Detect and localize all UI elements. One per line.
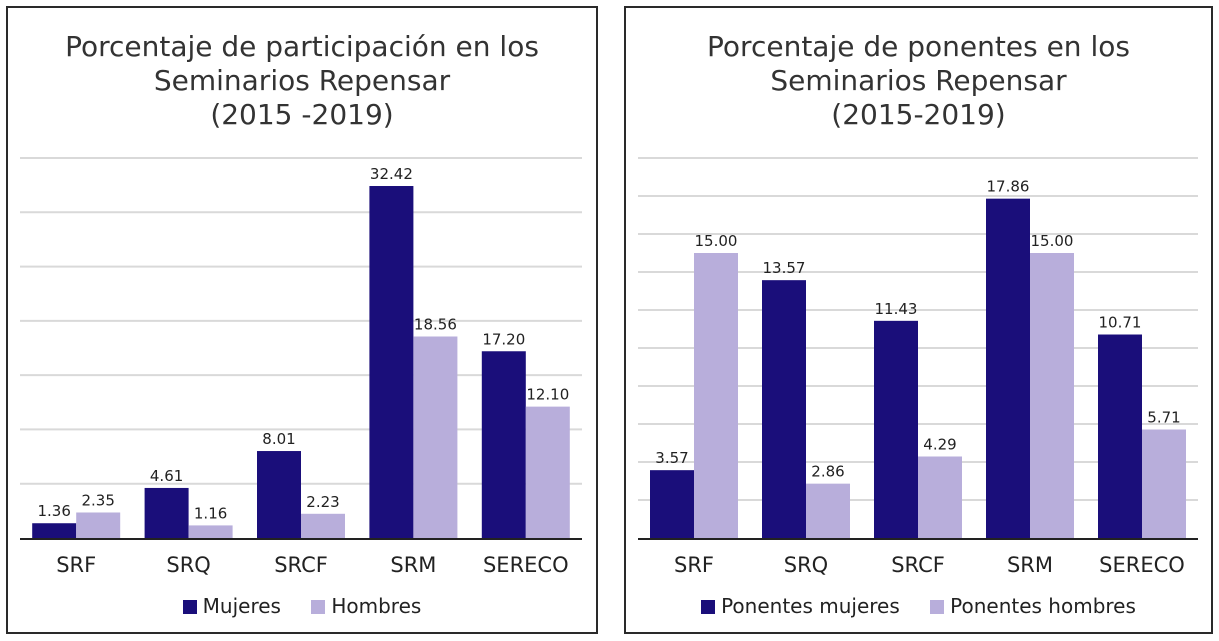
legend-item-hombres: Hombres [311, 594, 421, 618]
x-tick-label: SRM [1007, 553, 1053, 577]
chart-legend: Ponentes mujeres Ponentes hombres [626, 594, 1211, 618]
chart-title: Porcentaje de ponentes en los Seminarios… [626, 30, 1211, 132]
data-label: 4.29 [923, 435, 956, 453]
data-label: 2.23 [306, 493, 339, 511]
bar-srq-s1 [762, 280, 806, 538]
bar-chart-participacion: 1.36 2.35 SRF 4.61 1.16 SRQ 8.01 2.23 SRCF 32.42 1… [20, 157, 582, 577]
chart-title: Porcentaje de participación en los Semin… [8, 30, 596, 132]
data-label: 18.56 [414, 315, 457, 333]
x-tick-label: SRCF [891, 553, 945, 577]
bar-srcf-s2 [918, 456, 962, 538]
data-label: 17.20 [482, 330, 525, 348]
data-label: 1.36 [37, 502, 70, 520]
bar-srcf-s1 [874, 320, 918, 538]
data-label: 10.71 [1099, 314, 1142, 332]
chart-title-line-2: Seminarios Repensar [153, 64, 451, 97]
data-label: 2.86 [811, 463, 844, 481]
legend-swatch-mujeres [182, 600, 197, 614]
data-label: 32.42 [370, 165, 413, 183]
data-label: 12.10 [526, 386, 569, 404]
chart-title-line-3: (2015 -2019) [210, 98, 394, 131]
bar-srq-s2 [188, 525, 233, 538]
legend-swatch-ponentes-mujeres [701, 600, 716, 614]
bar-srf-s1 [32, 523, 77, 538]
bar-srf-s2 [694, 253, 738, 538]
bar-srm-s2 [1030, 253, 1074, 538]
x-tick-label: SERECO [1099, 553, 1185, 577]
legend-item-mujeres: Mujeres [182, 594, 281, 618]
data-label: 2.35 [81, 491, 114, 509]
legend-label-ponentes-mujeres: Ponentes mujeres [721, 594, 900, 618]
data-label: 5.71 [1147, 409, 1180, 427]
bar-srm-s1 [986, 198, 1030, 538]
bar-srf-s2 [76, 512, 121, 538]
data-label: 3.57 [655, 449, 688, 467]
data-label: 11.43 [875, 300, 918, 318]
chart-title-line-2: Seminarios Repensar [770, 64, 1067, 97]
bar-srf-s1 [650, 470, 694, 538]
chart-legend: Mujeres Hombres [8, 594, 596, 618]
bar-srq-s1 [144, 487, 189, 538]
x-tick-label: SRQ [784, 553, 828, 577]
chart-title-line-1: Porcentaje de participación en los [65, 30, 539, 63]
x-tick-label: SRF [674, 553, 714, 577]
x-tick-label: SRF [56, 553, 96, 577]
bar-srm-s1 [369, 186, 414, 539]
legend-label-mujeres: Mujeres [202, 594, 281, 618]
data-label: 4.61 [150, 467, 183, 485]
x-tick-label: SRCF [274, 553, 328, 577]
legend-label-ponentes-hombres: Ponentes hombres [950, 594, 1136, 618]
x-tick-label: SRM [390, 553, 436, 577]
bar-sereco-s2 [525, 406, 570, 538]
bar-srq-s2 [806, 483, 850, 538]
bar-sereco-s1 [481, 351, 526, 538]
data-label: 17.86 [987, 178, 1030, 196]
chart-title-line-3: (2015-2019) [831, 98, 1006, 131]
x-tick-label: SERECO [483, 553, 569, 577]
legend-swatch-hombres [311, 600, 326, 614]
data-label: 13.57 [763, 259, 806, 277]
legend-item-ponentes-hombres: Ponentes hombres [930, 594, 1136, 618]
bar-srcf-s1 [257, 451, 301, 538]
legend-item-ponentes-mujeres: Ponentes mujeres [701, 594, 900, 618]
legend-swatch-ponentes-hombres [930, 600, 945, 614]
chart-panel-participacion: Porcentaje de participación en los Semin… [6, 6, 598, 634]
bar-sereco-s2 [1142, 429, 1186, 538]
data-label: 15.00 [695, 232, 738, 250]
data-label: 15.00 [1031, 232, 1074, 250]
bar-srm-s2 [413, 336, 458, 538]
data-label: 8.01 [262, 430, 295, 448]
x-tick-label: SRQ [166, 553, 210, 577]
chart-title-line-1: Porcentaje de ponentes en los [707, 30, 1130, 63]
data-label: 1.16 [194, 504, 227, 522]
bar-srcf-s2 [301, 513, 345, 538]
legend-label-hombres: Hombres [331, 594, 422, 618]
chart-panel-ponentes: Porcentaje de ponentes en los Seminarios… [624, 6, 1213, 634]
bar-chart-ponentes: 3.57 15.00 SRF 13.57 2.86 SRQ 11.43 4.29 SRCF 17.… [638, 157, 1198, 577]
bar-sereco-s1 [1098, 334, 1142, 538]
